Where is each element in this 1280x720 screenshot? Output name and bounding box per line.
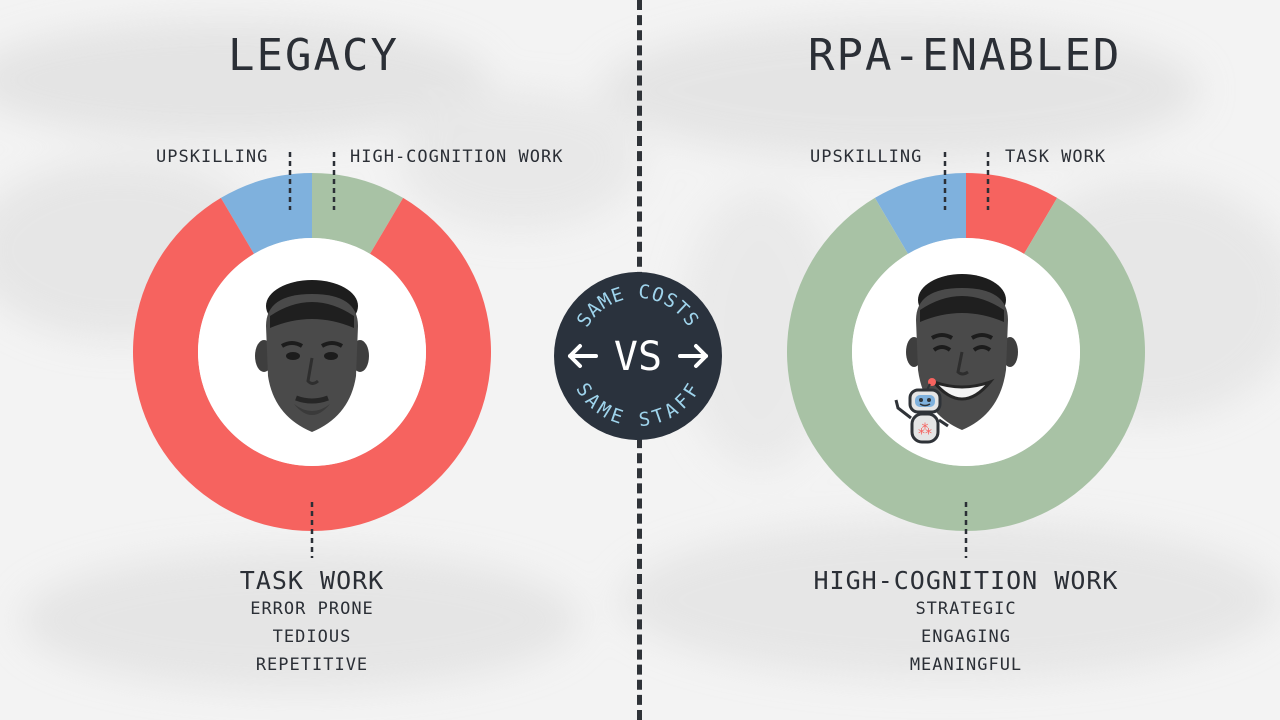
left-donut-slice-upskilling xyxy=(220,173,312,254)
right-donut-slice-high-cognition-work xyxy=(786,197,1145,531)
robot-icon: ⁂ xyxy=(894,378,949,444)
left-arrow-icon xyxy=(568,344,598,368)
left-donut-slice-high-cognition-work xyxy=(312,173,404,254)
left-bottom-item: ERROR PRONE xyxy=(250,599,374,619)
left-bottom-title: TASK WORK xyxy=(239,566,385,595)
same-costs-same-staff-badge: SAME COSTS SAME STAFF VS xyxy=(554,272,722,440)
left-title: LEGACY xyxy=(228,30,399,81)
right-upskilling-label: UPSKILLING xyxy=(810,147,923,167)
right-bottom-block: HIGH-COGNITION WORK STRATEGIC ENGAGING M… xyxy=(746,566,1186,679)
svg-text:⁂: ⁂ xyxy=(918,422,932,438)
man-neutral-face-icon xyxy=(255,280,369,432)
left-donut-slice-task-work xyxy=(133,197,491,531)
left-bottom-item: REPETITIVE xyxy=(255,655,369,675)
left-bottom-block: TASK WORK ERROR PRONE TEDIOUS REPETITIVE xyxy=(92,566,532,679)
left-donut-chart xyxy=(133,173,491,531)
left-bottom-item: TEDIOUS xyxy=(272,627,352,647)
badge-vs-text: VS xyxy=(614,334,662,380)
right-task-work-label: TASK WORK xyxy=(1005,147,1107,167)
right-bottom-item: STRATEGIC xyxy=(915,599,1017,619)
left-high-cognition-label: HIGH-COGNITION WORK xyxy=(350,147,564,167)
right-bottom-item: MEANINGFUL xyxy=(909,655,1023,675)
right-bottom-title: HIGH-COGNITION WORK xyxy=(813,566,1119,595)
right-title: RPA-ENABLED xyxy=(808,30,1122,81)
right-bottom-item: ENGAGING xyxy=(921,627,1011,647)
left-upskilling-label: UPSKILLING xyxy=(156,147,269,167)
right-donut-slice-task-work xyxy=(966,173,1058,254)
right-arrow-icon xyxy=(678,344,708,368)
right-donut-slice-upskilling xyxy=(874,173,966,254)
right-donut-chart xyxy=(786,173,1145,531)
